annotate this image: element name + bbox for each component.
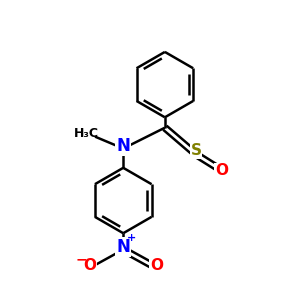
Text: O: O [150,258,163,273]
Text: −: − [75,252,87,266]
Text: N: N [116,238,130,256]
Text: O: O [83,258,97,273]
Text: H₃C: H₃C [74,127,99,140]
Text: S: S [190,143,202,158]
Text: N: N [116,137,130,155]
Text: +: + [127,233,136,243]
Text: O: O [215,163,228,178]
